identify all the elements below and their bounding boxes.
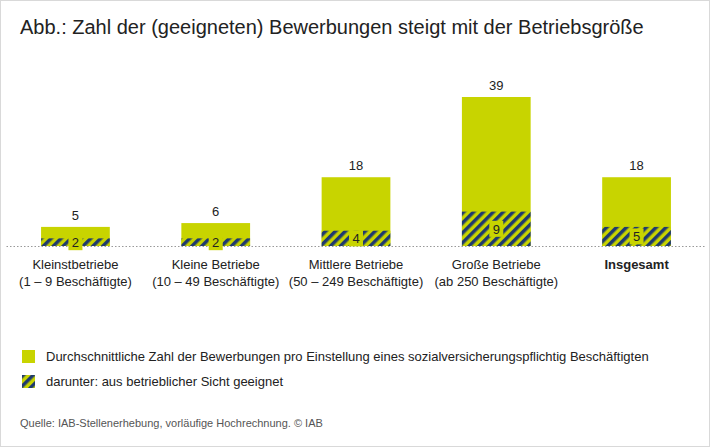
data-label: 2 xyxy=(72,235,79,250)
data-label: 39 xyxy=(489,78,503,93)
data-label: 18 xyxy=(629,158,643,173)
label-background xyxy=(489,221,503,237)
bars xyxy=(41,97,671,246)
label-background xyxy=(209,234,223,250)
label-background xyxy=(68,234,82,250)
tick: Mittlere Betriebe(50 – 249 Beschäftigte) xyxy=(289,246,423,289)
tick-label: Insgesamt xyxy=(604,257,669,272)
label-background xyxy=(630,228,644,244)
bar-suitable xyxy=(462,212,531,246)
data-label: 9 xyxy=(493,222,500,237)
title: Abb.: Zahl der (geeigneten) Bewerbungen … xyxy=(20,16,644,38)
data-label: 5 xyxy=(72,208,79,223)
data-labels: 5 6 18 39 18 2 2 4 9 5 xyxy=(68,78,643,250)
data-label: 18 xyxy=(349,158,363,173)
tick-label: Kleine Betriebe(10 – 49 Beschäftigte) xyxy=(152,257,279,289)
bar-total xyxy=(322,177,391,246)
legend-swatch xyxy=(22,350,35,363)
data-label: 5 xyxy=(633,229,640,244)
tick: Insgesamt xyxy=(604,246,669,272)
tick: Kleinstbetriebe(1 – 9 Beschäftigte) xyxy=(19,246,132,289)
legend-swatch xyxy=(22,375,35,388)
data-label: 2 xyxy=(212,235,219,250)
legend-swatch-bg xyxy=(22,375,35,388)
legend-label: darunter: aus betrieblicher Sicht geeign… xyxy=(46,374,283,389)
bar-total xyxy=(462,97,531,246)
data-label: 4 xyxy=(352,231,359,246)
frame xyxy=(1,1,710,447)
tick: Große Betriebe(ab 250 Beschäftigte) xyxy=(434,246,558,289)
bar-suitable xyxy=(322,231,391,246)
bar-total xyxy=(602,177,671,246)
tick-label: Kleinstbetriebe(1 – 9 Beschäftigte) xyxy=(19,257,132,289)
data-label: 6 xyxy=(212,204,219,219)
legend-label: Durchschnittliche Zahl der Bewerbungen p… xyxy=(46,349,649,364)
tick-label: Große Betriebe(ab 250 Beschäftigte) xyxy=(434,257,558,289)
chart: Abb.: Zahl der (geeigneten) Bewerbungen … xyxy=(0,0,710,447)
tick-label: Mittlere Betriebe(50 – 249 Beschäftigte) xyxy=(289,257,423,289)
legend: Durchschnittliche Zahl der Bewerbungen p… xyxy=(22,349,649,389)
tick: Kleine Betriebe(10 – 49 Beschäftigte) xyxy=(152,246,279,289)
x-axis: Kleinstbetriebe(1 – 9 Beschäftigte) Klein… xyxy=(7,246,707,289)
source: Quelle: IAB-Stellenerhebung, vorläufige … xyxy=(20,417,323,429)
label-background xyxy=(349,230,363,246)
bar-suitable xyxy=(602,227,671,246)
